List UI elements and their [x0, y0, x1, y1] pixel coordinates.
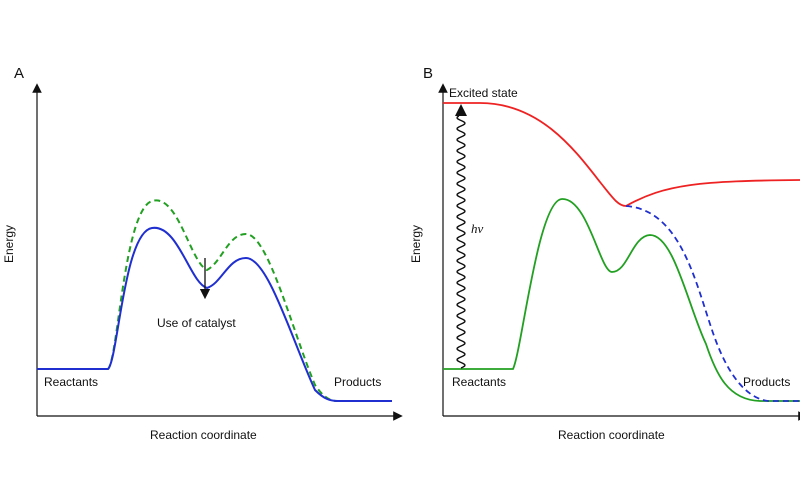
panel-a-y-axis-label: Energy: [2, 225, 16, 263]
panel-a-letter: A: [14, 65, 24, 82]
panel-a: A Energy Reaction coordinate Use of cata…: [2, 65, 403, 442]
panel-a-catalyst-label: Use of catalyst: [157, 316, 236, 330]
panel-b-excited-state-label: Excited state: [449, 86, 518, 100]
panel-b-x-axis-label: Reaction coordinate: [558, 428, 665, 442]
panel-b-photon-wave: [456, 115, 466, 369]
panel-b-ground-state-curve: [443, 198, 800, 402]
panel-a-reactants-label: Reactants: [44, 375, 98, 389]
panel-a-uncatalyzed-curve: [37, 199, 392, 402]
panel-b-relaxation-curve: [625, 205, 800, 402]
panel-b-photon-label: hν: [471, 221, 484, 236]
panel-b-photon-arrowhead: [455, 104, 467, 116]
panel-b-y-axis-label: Energy: [409, 225, 423, 263]
panel-a-x-axis-label: Reaction coordinate: [150, 428, 257, 442]
panel-b: B Energy Reaction coordinate Excited sta…: [409, 65, 800, 442]
panel-a-products-label: Products: [334, 375, 381, 389]
panel-b-letter: B: [423, 65, 433, 82]
panel-a-catalyzed-curve: [37, 226, 392, 402]
panel-b-products-label: Products: [743, 375, 790, 389]
panel-b-excited-state-curve: [443, 102, 800, 207]
panel-b-reactants-label: Reactants: [452, 375, 506, 389]
